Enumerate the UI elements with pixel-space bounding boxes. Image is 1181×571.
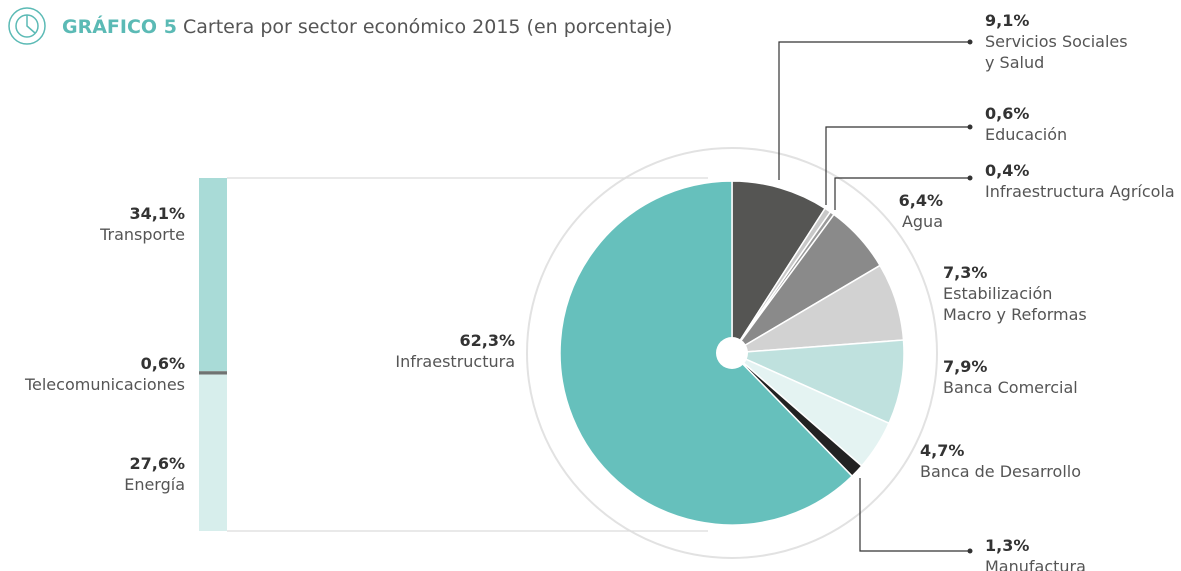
value-label: 0,4% xyxy=(985,161,1030,180)
data-label: 34,1% Transporte xyxy=(100,203,185,245)
category-label: Educación xyxy=(985,125,1068,144)
outer-ring xyxy=(526,147,938,559)
leader-dots xyxy=(967,39,973,554)
category-label: Transporte xyxy=(100,225,185,244)
pie-hole xyxy=(716,337,748,369)
value-label: 7,9% xyxy=(943,357,988,376)
value-label: 34,1% xyxy=(129,204,185,223)
icon xyxy=(8,7,46,45)
category-label: Banca Comercial xyxy=(943,378,1078,397)
category-label: Agua xyxy=(901,212,943,231)
category-label: Infraestructura Agrícola xyxy=(985,182,1175,201)
data-label: 6,4% Agua xyxy=(899,190,943,232)
connectors xyxy=(227,177,708,532)
data-label: 0,4% Infraestructura Agrícola xyxy=(985,160,1175,202)
category-label: Energía xyxy=(124,475,185,494)
value-label: 27,6% xyxy=(129,454,185,473)
stack-segment xyxy=(199,374,227,531)
data-label: 0,6% Educación xyxy=(985,103,1067,145)
category-label: Servicios Sociales y Salud xyxy=(985,32,1128,72)
value-label: 62,3% xyxy=(459,331,515,350)
data-label: 7,9% Banca Comercial xyxy=(943,356,1078,398)
category-label: Banca de Desarrollo xyxy=(920,462,1081,481)
data-label: 62,3% Infraestructura xyxy=(395,330,515,372)
category-label: Telecomunicaciones xyxy=(24,375,185,394)
value-label: 4,7% xyxy=(920,441,965,460)
chart-title: GRÁFICO 5 Cartera por sector económico 2… xyxy=(62,16,672,38)
data-label: 0,6% Telecomunicaciones xyxy=(25,353,185,395)
data-label: 4,7% Banca de Desarrollo xyxy=(920,440,1081,482)
pie-slice xyxy=(559,180,854,526)
data-label: 7,3% Estabilización Macro y Reformas xyxy=(943,262,1087,325)
leader-lines xyxy=(778,41,970,552)
category-label: Infraestructura xyxy=(395,352,515,371)
data-label: 9,1% Servicios Sociales y Salud xyxy=(985,10,1128,73)
pie-slice xyxy=(731,180,827,356)
stack-segment xyxy=(199,371,227,375)
data-label: 27,6% Energía xyxy=(124,453,185,495)
value-label: 6,4% xyxy=(898,191,943,210)
data-label: 1,3% Manufactura xyxy=(985,535,1086,571)
value-label: 9,1% xyxy=(985,11,1030,30)
stack-segment xyxy=(199,178,227,372)
title-text: Cartera por sector económico 2015 (en po… xyxy=(182,16,673,38)
value-label: 0,6% xyxy=(140,354,185,373)
category-label: Estabilización Macro y Reformas xyxy=(943,284,1087,324)
figure-label: GRÁFICO 5 xyxy=(62,16,177,38)
value-label: 1,3% xyxy=(985,536,1030,555)
category-label: Manufactura xyxy=(985,557,1086,571)
value-label: 0,6% xyxy=(985,104,1030,123)
value-label: 7,3% xyxy=(943,263,988,282)
